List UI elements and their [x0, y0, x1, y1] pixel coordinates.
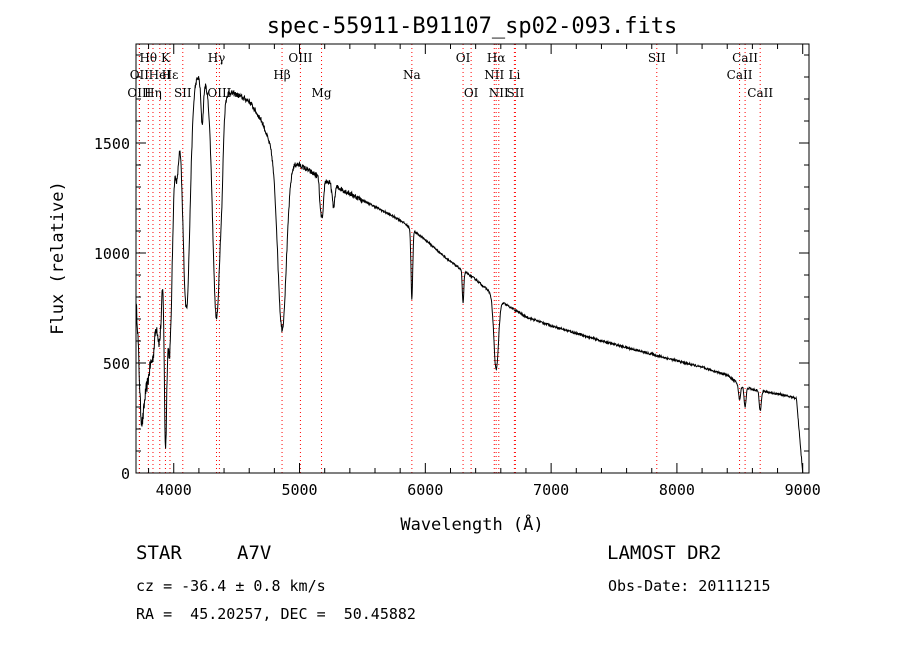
spectral-line-markers: [138, 44, 761, 473]
line-label: Na: [403, 68, 421, 82]
survey-name: LAMOST DR2: [607, 542, 722, 564]
chart-title: spec-55911-B91107_sp02-093.fits: [267, 14, 678, 39]
redshift-velocity: cz = -36.4 ± 0.8 km/s: [136, 577, 326, 595]
y-tick-label: 1000: [94, 245, 130, 263]
line-label: SII: [174, 86, 192, 100]
y-tick-label: 0: [121, 465, 130, 483]
line-label: OI: [464, 86, 479, 100]
x-tick-label: 7000: [533, 481, 569, 499]
x-axis-label: Wavelength (Å): [400, 513, 543, 535]
line-label: SII: [507, 86, 525, 100]
line-label: OI: [456, 51, 471, 65]
line-label: OIII: [127, 86, 151, 100]
line-label: Mg: [312, 86, 332, 100]
line-label: Hε: [162, 68, 179, 82]
y-tick-label: 500: [103, 355, 130, 373]
spectral-subclass: A7V: [237, 542, 272, 564]
line-label: OII: [130, 68, 150, 82]
line-label: OIII: [207, 86, 231, 100]
line-label: SII: [648, 51, 666, 65]
line-label: NII: [484, 68, 504, 82]
line-label: HeI: [149, 68, 172, 82]
x-tick-label: 6000: [407, 481, 443, 499]
line-label: Hη: [144, 86, 162, 100]
line-label: NII: [489, 86, 509, 100]
y-axis-label: Flux (relative): [48, 181, 68, 335]
spectrum-line: [135, 76, 804, 474]
spectral-line-labels: HθOIIOIIIHηKHeIHεSIIHγOIIIHβOIIIMgNaOIOI…: [127, 51, 773, 100]
line-label: CaII: [732, 51, 758, 65]
y-tick-label: 1500: [94, 135, 130, 153]
sky-coordinates: RA = 45.20257, DEC = 50.45882: [136, 605, 416, 623]
x-tick-label: 9000: [785, 481, 821, 499]
object-class: STAR: [136, 542, 182, 564]
line-label: OIII: [288, 51, 312, 65]
x-tick-label: 4000: [156, 481, 192, 499]
axis-ticks: 4000 5000 6000 7000 8000 9000 0 500 1000 1500: [94, 44, 821, 499]
line-label: Li: [508, 68, 520, 82]
x-tick-label: 5000: [281, 481, 317, 499]
line-label: Hα: [487, 51, 506, 65]
plot-frame: [135, 43, 810, 474]
observation-date: Obs-Date: 20111215: [608, 577, 771, 595]
line-label: K: [161, 51, 171, 65]
line-label: CaII: [747, 86, 773, 100]
line-label: CaII: [727, 68, 753, 82]
line-label: Hβ: [273, 68, 290, 82]
line-label: Hγ: [208, 51, 226, 65]
x-tick-label: 8000: [659, 481, 695, 499]
line-label: Hθ: [139, 51, 157, 65]
